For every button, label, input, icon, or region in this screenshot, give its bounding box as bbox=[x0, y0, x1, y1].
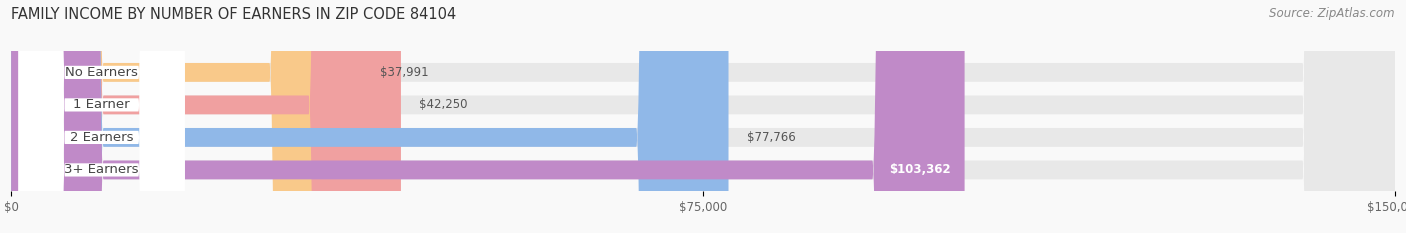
Text: 1 Earner: 1 Earner bbox=[73, 98, 129, 111]
FancyBboxPatch shape bbox=[18, 0, 184, 233]
FancyBboxPatch shape bbox=[18, 0, 184, 233]
FancyBboxPatch shape bbox=[11, 0, 1395, 233]
Text: No Earners: No Earners bbox=[65, 66, 138, 79]
Text: $77,766: $77,766 bbox=[747, 131, 796, 144]
Text: $103,362: $103,362 bbox=[889, 163, 950, 176]
FancyBboxPatch shape bbox=[11, 0, 1395, 233]
Text: 3+ Earners: 3+ Earners bbox=[65, 163, 139, 176]
FancyBboxPatch shape bbox=[11, 0, 965, 233]
Text: Source: ZipAtlas.com: Source: ZipAtlas.com bbox=[1270, 7, 1395, 20]
Text: $37,991: $37,991 bbox=[380, 66, 429, 79]
FancyBboxPatch shape bbox=[11, 0, 361, 233]
FancyBboxPatch shape bbox=[11, 0, 1395, 233]
Text: $42,250: $42,250 bbox=[419, 98, 468, 111]
FancyBboxPatch shape bbox=[11, 0, 401, 233]
FancyBboxPatch shape bbox=[18, 0, 184, 233]
Text: 2 Earners: 2 Earners bbox=[70, 131, 134, 144]
FancyBboxPatch shape bbox=[18, 0, 184, 233]
FancyBboxPatch shape bbox=[11, 0, 728, 233]
Text: FAMILY INCOME BY NUMBER OF EARNERS IN ZIP CODE 84104: FAMILY INCOME BY NUMBER OF EARNERS IN ZI… bbox=[11, 7, 457, 22]
FancyBboxPatch shape bbox=[11, 0, 1395, 233]
